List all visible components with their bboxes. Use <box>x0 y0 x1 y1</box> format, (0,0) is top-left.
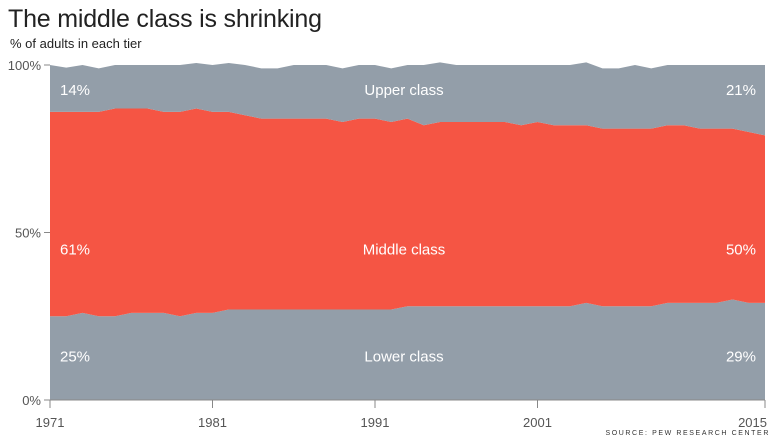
upper-class-name-label: Upper class <box>364 82 443 99</box>
middle-class-start-label: 61% <box>60 241 90 258</box>
lower-class-name-label: Lower class <box>364 348 443 365</box>
y-tick-label: 50% <box>15 226 41 241</box>
lower-class-end-label: 29% <box>726 348 756 365</box>
x-tick-label: 2015 <box>738 415 767 430</box>
middle-class-name-label: Middle class <box>363 241 446 258</box>
chart-title: The middle class is shrinking <box>8 5 322 33</box>
y-tick-label: 0% <box>22 393 41 408</box>
upper-class-area <box>50 62 765 136</box>
y-tick-label: 100% <box>8 58 42 73</box>
x-tick-label: 1981 <box>198 415 227 430</box>
lower-class-area <box>50 299 765 400</box>
x-tick-label: 2001 <box>523 415 552 430</box>
middle-class-end-label: 50% <box>726 241 756 258</box>
x-tick-label: 1991 <box>361 415 390 430</box>
upper-class-end-label: 21% <box>726 82 756 99</box>
chart-subtitle: % of adults in each tier <box>10 36 142 51</box>
x-tick-label: 1971 <box>36 415 65 430</box>
source-note: SOURCE: PEW RESEARCH CENTER <box>605 430 770 437</box>
middle-class-area <box>50 108 765 317</box>
lower-class-start-label: 25% <box>60 348 90 365</box>
upper-class-start-label: 14% <box>60 82 90 99</box>
